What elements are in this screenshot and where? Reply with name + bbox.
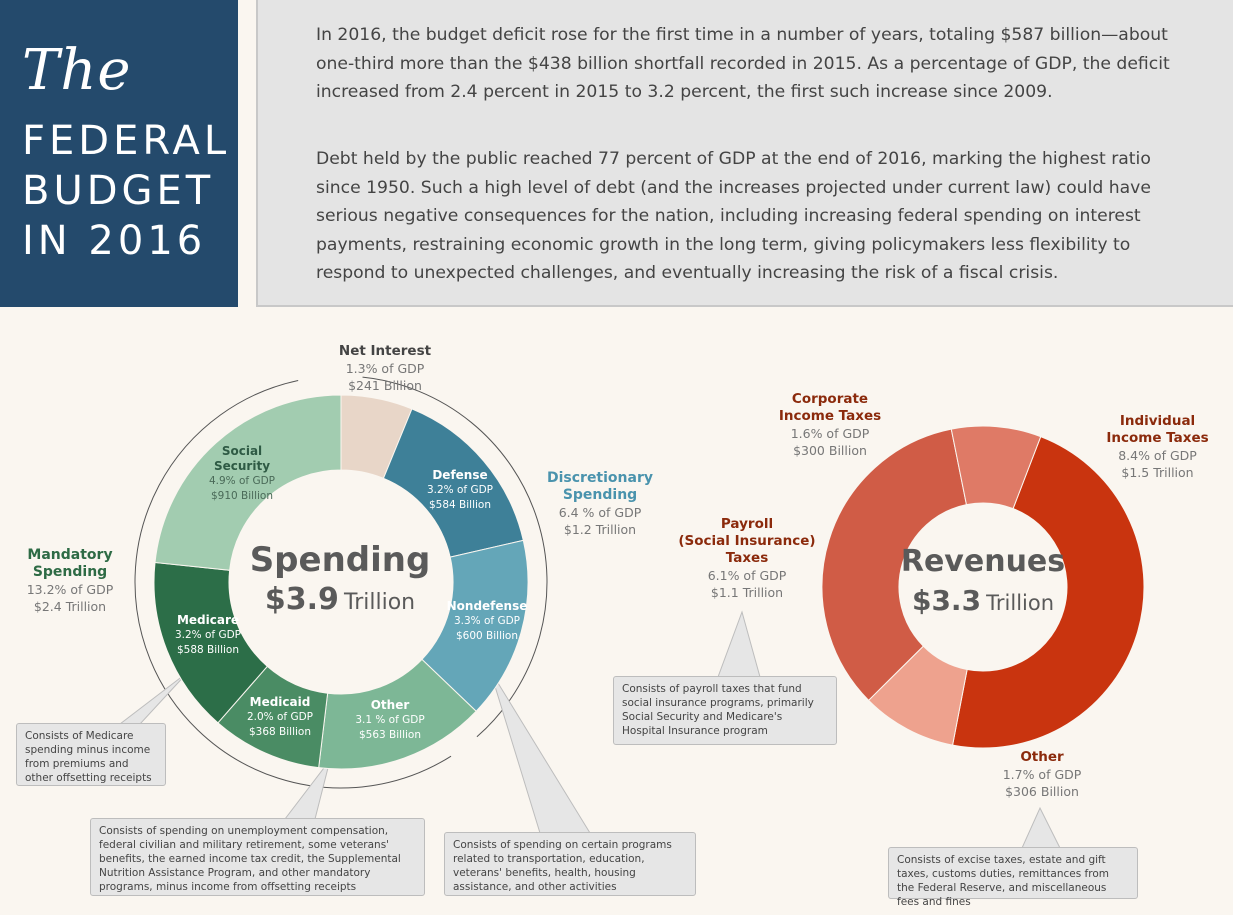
- revenue-slice-corporate-income-taxes: [950, 425, 1042, 510]
- group-brackets: [134, 376, 548, 789]
- label-corporate: Corporate Income Taxes 1.6% of GDP $300 …: [778, 391, 882, 458]
- title-line-2: BUDGET: [22, 168, 215, 214]
- callout-payroll: Consists of payroll taxes that fund soci…: [613, 676, 837, 745]
- label-payroll: Payroll (Social Insurance) Taxes 6.1% of…: [678, 516, 816, 600]
- callout-other-spending: Consists of spending on unemployment com…: [90, 818, 425, 896]
- callout-nondefense: Consists of spending on certain programs…: [444, 832, 696, 896]
- spending-slice-social-security: [154, 394, 342, 571]
- title-block: The FEDERAL BUDGET IN 2016: [0, 0, 238, 307]
- callout-other-revenue: Consists of excise taxes, estate and gif…: [888, 847, 1138, 908]
- slice-label-nondefense: Nondefense 3.3% of GDP $600 Billion: [446, 599, 528, 642]
- tail-medicare: [118, 671, 189, 725]
- intro-paragraph-1: In 2016, the budget deficit rose for the…: [316, 25, 1170, 102]
- tail-nondefense: [489, 669, 591, 834]
- bracket-discretionary: [362, 376, 548, 738]
- label-net-interest: Net Interest 1.3% of GDP $241 Billion: [338, 343, 432, 393]
- bracket-mandatory: [134, 380, 452, 789]
- intro-paragraph-2: Debt held by the public reached 77 perce…: [316, 149, 1151, 283]
- label-discretionary: Discretionary Spending 6.4 % of GDP $1.2…: [546, 470, 653, 537]
- tail-other-spending: [283, 759, 331, 820]
- label-mandatory: Mandatory Spending 13.2% of GDP $2.4 Tri…: [26, 547, 114, 614]
- label-other-revenue: Other 1.7% of GDP $306 Billion: [1002, 749, 1082, 799]
- spending-center-title: Spending $3.9 Trillion: [249, 540, 431, 617]
- spending-donut: [153, 394, 529, 770]
- callout-medicare: Consists of Medicare spending minus inco…: [16, 723, 166, 786]
- title-line-1: FEDERAL: [22, 118, 231, 164]
- revenue-slice-individual-income-taxes: [952, 436, 1145, 749]
- callout-tails: [118, 610, 1061, 849]
- slice-label-other-spending: Other 3.1 % of GDP $563 Billion: [355, 698, 425, 741]
- slice-label-medicare: Medicare 3.2% of GDP $588 Billion: [174, 613, 242, 656]
- slice-label-medicaid: Medicaid 2.0% of GDP $368 Billion: [246, 695, 314, 738]
- revenues-center-title: Revenues $3.3 Trillion: [900, 544, 1066, 617]
- slice-label-social-security: Social Security 4.9% of GDP $910 Billion: [208, 444, 276, 502]
- tail-payroll: [717, 610, 761, 678]
- label-individual: Individual Income Taxes 8.4% of GDP $1.5…: [1106, 413, 1209, 480]
- revenue-slice-payroll-social-insurance-taxes: [821, 428, 968, 702]
- revenues-donut: [821, 425, 1145, 749]
- intro-panel: In 2016, the budget deficit rose for the…: [256, 0, 1233, 307]
- title-the: The: [22, 38, 132, 103]
- tail-other-revenue: [1021, 806, 1061, 849]
- title-line-3: IN 2016: [22, 218, 207, 264]
- slice-label-defense: Defense 3.2% of GDP $584 Billion: [426, 468, 494, 511]
